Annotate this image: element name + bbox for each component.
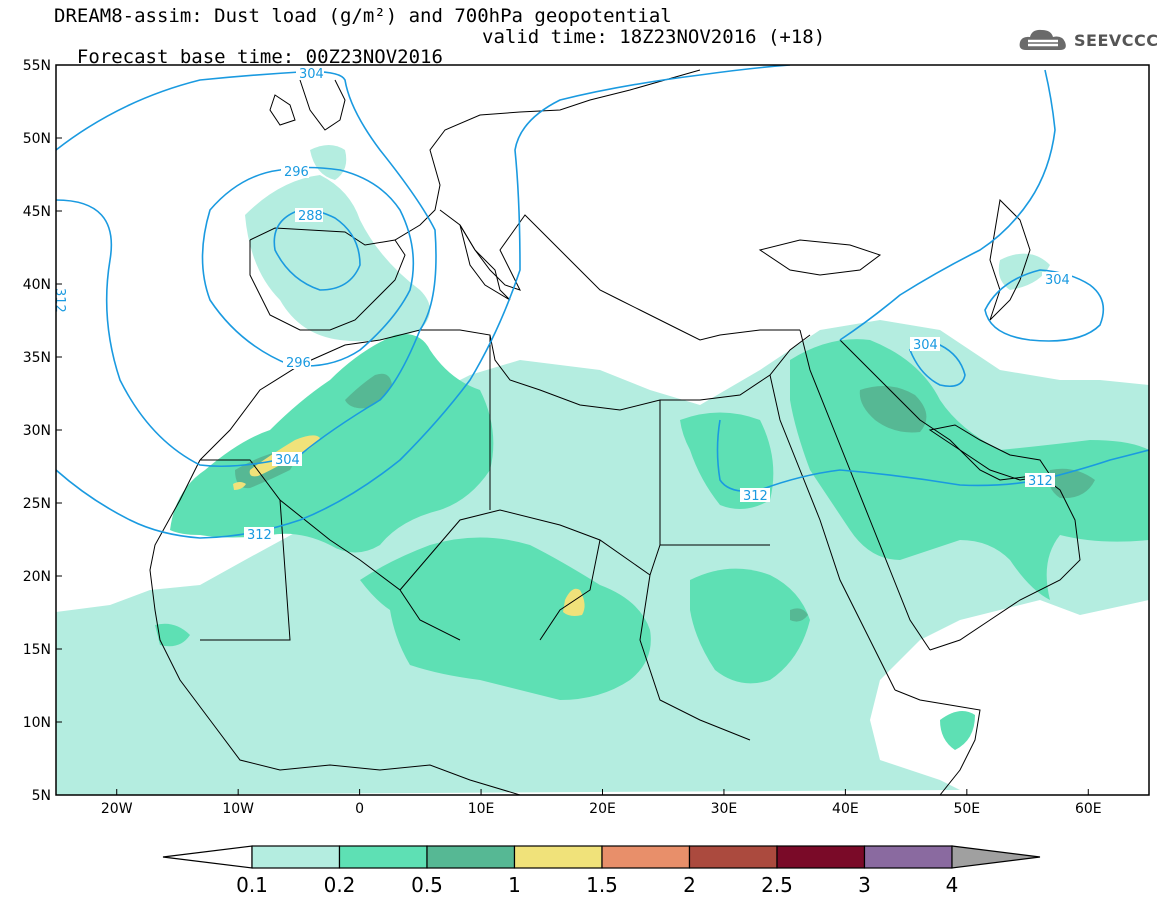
- contour-label: 296: [281, 164, 309, 180]
- contour-304-north: [56, 70, 437, 468]
- logo-text: SEEVCCC: [1074, 30, 1159, 50]
- contour-label-text: 304: [299, 67, 324, 82]
- contour-label-text: 312: [247, 528, 272, 543]
- lat-label: 45N: [23, 204, 51, 220]
- lat-label: 55N: [23, 58, 51, 74]
- contour-label-text: 312: [743, 489, 768, 504]
- contour-label-text: 312: [1028, 474, 1053, 489]
- contour-label: 288: [295, 208, 323, 224]
- horn-of-africa-coast: [894, 689, 981, 795]
- contour-label: 312: [244, 527, 274, 543]
- contour-label: 304: [296, 66, 324, 82]
- map-title: DREAM8-assim: Dust load (g/m²) and 700hP…: [54, 5, 672, 27]
- contour-label-text: 288: [298, 209, 323, 224]
- forecast-base-time: Forecast base time: 00Z23NOV2016: [76, 46, 443, 68]
- contour-label-text: 312: [52, 288, 67, 313]
- lat-label: 35N: [23, 350, 51, 366]
- contour-312-west: [56, 65, 791, 539]
- colorbar-label: 3: [858, 873, 871, 897]
- lon-label: 20W: [101, 801, 133, 817]
- contour-labels: 304 296 288 296 304 312 312 304 304 312 …: [52, 66, 1072, 543]
- colorbar-label: 1.5: [586, 873, 618, 897]
- colorbar-under-triangle: [162, 845, 253, 869]
- lat-label: 25N: [23, 496, 51, 512]
- contour-label: 304: [1042, 272, 1072, 288]
- lat-label: 20N: [23, 569, 51, 585]
- colorbar-boxes: [251, 845, 953, 869]
- lat-label: 15N: [23, 642, 51, 658]
- lon-label: 40E: [832, 801, 859, 817]
- country-borders: [200, 335, 770, 741]
- colorbar: 0.1 0.2 0.5 1 1.5 2 2.5 3 4: [162, 845, 1041, 897]
- colorbar-label: 0.1: [236, 873, 268, 897]
- geopotential-contours: [56, 65, 1149, 539]
- colorbar-box: [776, 845, 866, 869]
- red-sea-coast: [769, 329, 931, 691]
- colorbar-box: [338, 845, 428, 869]
- lat-label: 10N: [23, 715, 51, 731]
- contour-label-text: 304: [275, 453, 300, 468]
- cloud-icon: [1019, 29, 1066, 50]
- map-subtitle: Forecast base time: 00Z23NOV2016 valid t…: [54, 27, 825, 87]
- contour-304-caspian: [984, 269, 1105, 342]
- colorbar-label: 0.2: [324, 873, 356, 897]
- colorbar-box: [426, 845, 516, 869]
- contour-296: [201, 166, 415, 367]
- contour-label: 312: [1025, 473, 1055, 489]
- lat-label: 50N: [23, 131, 51, 147]
- lon-label: 10E: [468, 801, 495, 817]
- iberia-outline: [249, 239, 406, 331]
- contour-label-text: 304: [913, 338, 938, 353]
- colorbar-box: [688, 845, 778, 869]
- europe-coastline: [249, 69, 800, 341]
- black-sea: [758, 239, 882, 276]
- longitude-axis: 20W 10W 0 10E 20E 30E 40E 50E 60E: [101, 789, 1102, 817]
- caspian-sea: [989, 198, 1031, 321]
- lon-label: 30E: [711, 801, 738, 817]
- lon-label: 0: [355, 801, 364, 817]
- colorbar-box: [513, 845, 603, 869]
- contour-label: 312: [740, 488, 770, 504]
- lat-label: 40N: [23, 277, 51, 293]
- lon-label: 10W: [222, 801, 254, 817]
- seevccc-logo: SEEVCCC: [1018, 26, 1159, 54]
- lon-label: 50E: [953, 801, 980, 817]
- lat-label: 5N: [32, 788, 51, 804]
- contour-304-east: [839, 69, 1056, 341]
- lat-label: 30N: [23, 423, 51, 439]
- colorbar-label: 2: [683, 873, 696, 897]
- contour-label: 296: [283, 355, 311, 371]
- contour-label: 312: [52, 288, 67, 313]
- valid-time: valid time: 18Z23NOV2016 (+18): [482, 26, 826, 48]
- lon-label: 60E: [1075, 801, 1102, 817]
- colorbar-box: [863, 845, 953, 869]
- contour-288: [273, 208, 361, 291]
- contour-label-text: 296: [284, 165, 309, 180]
- contour-label-text: 304: [1045, 273, 1070, 288]
- colorbar-box: [601, 845, 691, 869]
- colorbar-label: 4: [946, 873, 959, 897]
- colorbar-label: 2.5: [761, 873, 793, 897]
- contour-label: 304: [272, 452, 302, 468]
- colorbar-label: 0.5: [411, 873, 443, 897]
- contour-label-text: 296: [286, 356, 311, 371]
- contour-312-east: [716, 419, 1149, 493]
- persian-gulf: [928, 424, 1051, 481]
- contour-label: 304: [910, 337, 940, 353]
- colorbar-box: [251, 845, 341, 869]
- britain-outline: [269, 79, 346, 131]
- latitude-axis: 55N 50N 45N 40N 35N 30N 25N 20N 15N 10N 5N: [23, 58, 62, 804]
- lon-label: 20E: [589, 801, 616, 817]
- colorbar-label: 1: [508, 873, 521, 897]
- colorbar-over-triangle: [951, 845, 1041, 869]
- dust-field: [56, 145, 1149, 795]
- west-africa-coast: [149, 459, 521, 795]
- colorbar-labels: 0.1 0.2 0.5 1 1.5 2 2.5 3 4: [236, 873, 958, 897]
- italy-outline: [459, 224, 511, 301]
